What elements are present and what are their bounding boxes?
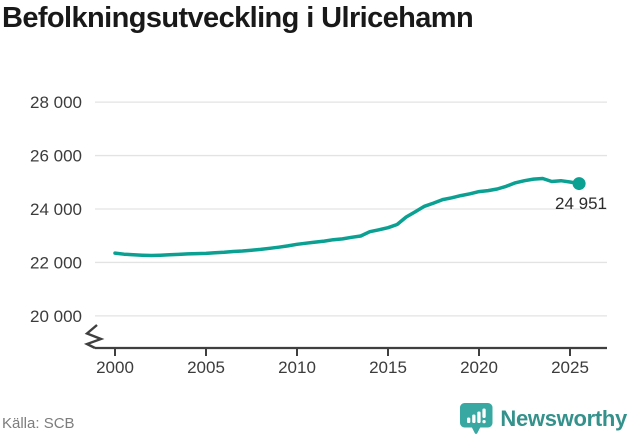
population-series-line (113, 176, 581, 258)
y-axis-label: 26 000 (30, 147, 82, 166)
x-axis-label: 2000 (96, 358, 134, 377)
newsworthy-logo-text: Newsworthy (500, 406, 627, 431)
x-axis-label: 2020 (460, 358, 498, 377)
x-axis-label: 2005 (187, 358, 225, 377)
chart-title: Befolkningsutveckling i Ulricehamn (2, 2, 474, 34)
newsworthy-logo: Newsworthy (460, 402, 627, 436)
source-note: Källa: SCB (2, 415, 75, 432)
newsworthy-pin-icon (460, 403, 493, 434)
y-axis-label: 28 000 (30, 93, 82, 112)
logo-exclamation-dot (482, 420, 487, 424)
y-axis-label: 22 000 (30, 253, 82, 272)
x-axis-label: 2010 (278, 358, 316, 377)
series-end-marker (572, 177, 586, 191)
logo-bar-3 (477, 411, 482, 423)
y-axis-label: 20 000 (30, 307, 82, 326)
logo-bar-1 (467, 417, 471, 423)
series-end-value-label: 24 951 (555, 194, 607, 213)
x-axis-label: 2025 (551, 358, 589, 377)
y-axis-label: 24 000 (30, 200, 82, 219)
newsworthy-pin-shape (460, 403, 493, 434)
logo-bar-2 (472, 414, 476, 423)
y-axis-break-icon (83, 324, 105, 350)
x-axis-label: 2015 (369, 358, 407, 377)
population-line-chart: 20 000 22 000 24 000 26 000 28 000 2000 2005 20… (30, 93, 607, 377)
logo-exclamation-stem (482, 408, 487, 418)
